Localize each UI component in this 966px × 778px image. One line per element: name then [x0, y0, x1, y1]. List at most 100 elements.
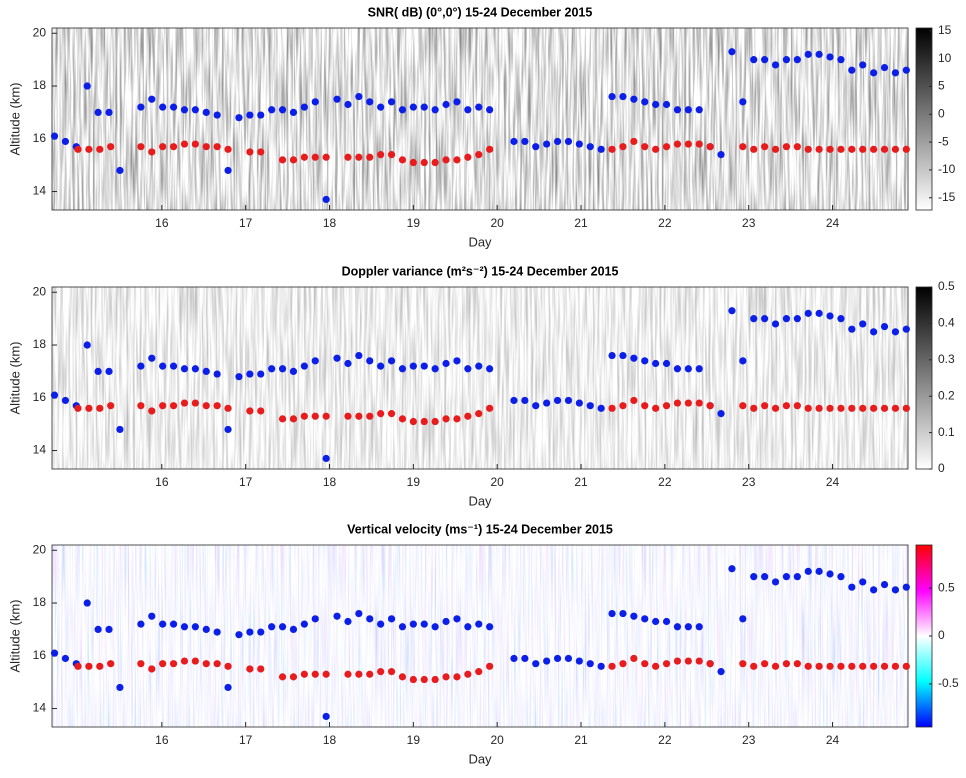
x-tick-label: 24 — [826, 733, 840, 747]
data-point — [257, 407, 265, 415]
data-point — [366, 357, 374, 365]
data-point — [837, 573, 845, 581]
data-point — [300, 362, 308, 370]
data-point — [673, 140, 682, 148]
data-point — [366, 670, 374, 678]
x-tick-label: 22 — [658, 216, 672, 230]
data-point — [61, 137, 70, 146]
data-point — [50, 649, 59, 657]
data-point — [486, 365, 494, 373]
data-point — [695, 399, 703, 407]
data-point — [355, 609, 363, 618]
data-point — [159, 660, 167, 668]
data-point — [804, 50, 812, 58]
data-point — [453, 415, 461, 423]
data-point — [159, 620, 167, 628]
data-point — [510, 654, 518, 663]
data-point — [464, 412, 472, 420]
data-point — [278, 623, 287, 631]
data-point — [311, 357, 319, 365]
data-point — [543, 657, 551, 665]
data-point — [870, 586, 878, 594]
data-point — [169, 143, 178, 151]
data-point — [902, 404, 910, 412]
data-point — [322, 153, 330, 161]
data-point — [366, 615, 374, 623]
x-tick-label: 24 — [826, 216, 840, 230]
data-point — [880, 404, 889, 412]
data-point — [159, 103, 167, 111]
data-point — [377, 362, 385, 370]
data-point — [782, 402, 791, 410]
data-point — [848, 145, 856, 153]
data-point — [148, 148, 156, 156]
x-tick-label: 18 — [323, 216, 337, 230]
data-point — [761, 402, 769, 410]
data-point — [344, 670, 352, 678]
data-point — [662, 402, 671, 410]
data-point — [717, 668, 725, 676]
data-point — [510, 396, 518, 405]
data-point — [739, 98, 747, 106]
data-point — [191, 657, 199, 665]
data-point — [268, 365, 276, 373]
data-point — [750, 315, 758, 323]
data-point — [180, 623, 189, 631]
data-point — [420, 675, 428, 684]
y-tick-label: 14 — [33, 701, 47, 715]
data-point — [107, 660, 115, 668]
data-point — [420, 620, 428, 628]
data-point — [202, 143, 210, 151]
y-axis-label: Altitude (km) — [7, 342, 22, 415]
data-point — [300, 412, 308, 420]
data-point — [662, 660, 671, 668]
data-point — [510, 137, 518, 146]
data-point — [278, 156, 287, 164]
x-axis-label: Day — [468, 234, 492, 249]
data-point — [180, 106, 189, 114]
data-point — [475, 151, 483, 159]
data-point — [213, 402, 221, 410]
x-tick-label: 20 — [491, 216, 505, 230]
data-point — [804, 662, 812, 670]
data-point — [191, 140, 199, 148]
data-point — [641, 615, 649, 623]
data-point — [761, 56, 769, 64]
data-point — [116, 166, 124, 175]
data-point — [652, 617, 660, 626]
data-point — [761, 573, 769, 581]
data-point — [74, 404, 82, 412]
data-point — [475, 103, 483, 111]
data-point — [300, 670, 308, 678]
plot-frame — [51, 27, 909, 211]
x-tick-label: 23 — [742, 216, 756, 230]
y-tick-label: 18 — [33, 337, 47, 351]
y-tick-label: 14 — [33, 443, 47, 457]
data-point — [826, 404, 834, 412]
data-point — [289, 108, 298, 117]
data-point — [387, 410, 396, 418]
data-point — [859, 578, 867, 586]
data-point — [739, 402, 747, 410]
data-point — [311, 615, 319, 623]
heatmap-texture — [52, 287, 908, 469]
data-point — [289, 367, 298, 376]
data-point — [377, 668, 385, 676]
data-point — [804, 145, 812, 153]
data-point — [859, 404, 867, 412]
data-point — [848, 404, 856, 412]
data-point — [750, 404, 758, 412]
plot-frame — [51, 286, 909, 470]
data-point — [575, 399, 583, 407]
data-point — [673, 365, 682, 373]
colorbar-tick-label: 0 — [938, 628, 945, 642]
data-point — [278, 106, 287, 114]
data-point — [224, 662, 232, 670]
x-tick-label: 16 — [155, 475, 169, 489]
data-point — [322, 412, 330, 420]
data-point — [891, 662, 900, 670]
data-point — [902, 325, 910, 333]
data-point — [398, 106, 407, 114]
colorbar-tick-label: 0 — [938, 106, 945, 120]
data-point — [257, 665, 265, 673]
